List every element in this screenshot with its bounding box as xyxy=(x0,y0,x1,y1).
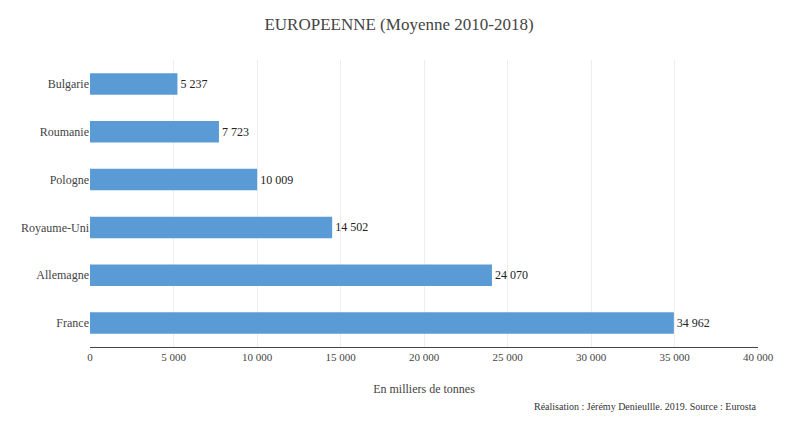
svg-text:Pologne: Pologne xyxy=(50,173,89,187)
svg-text:40 000: 40 000 xyxy=(743,351,774,363)
svg-text:14 502: 14 502 xyxy=(335,220,368,234)
svg-text:Allemagne: Allemagne xyxy=(36,268,89,282)
svg-text:24 070: 24 070 xyxy=(495,268,528,282)
svg-text:Réalisation : Jérémy Denieulll: Réalisation : Jérémy Denieullle. 2019. S… xyxy=(534,401,756,412)
svg-text:30 000: 30 000 xyxy=(576,351,607,363)
svg-text:Royaume-Uni: Royaume-Uni xyxy=(21,221,90,235)
svg-text:34 962: 34 962 xyxy=(677,316,710,330)
svg-text:Roumanie: Roumanie xyxy=(40,125,89,139)
svg-text:France: France xyxy=(56,316,89,330)
svg-text:25 000: 25 000 xyxy=(492,351,523,363)
svg-text:7 723: 7 723 xyxy=(222,125,249,139)
svg-text:0: 0 xyxy=(87,351,93,363)
svg-text:10 000: 10 000 xyxy=(242,351,273,363)
svg-text:10 009: 10 009 xyxy=(260,173,293,187)
svg-text:Bulgarie: Bulgarie xyxy=(48,77,89,91)
svg-text:20 000: 20 000 xyxy=(409,351,440,363)
svg-text:35 000: 35 000 xyxy=(659,351,690,363)
svg-text:5 000: 5 000 xyxy=(161,351,186,363)
svg-text:En milliers de tonnes: En milliers de tonnes xyxy=(373,382,475,396)
svg-text:5 237: 5 237 xyxy=(180,77,207,91)
svg-text:EUROPEENNE (Moyenne 2010-2018): EUROPEENNE (Moyenne 2010-2018) xyxy=(264,15,533,34)
svg-text:15 000: 15 000 xyxy=(325,351,356,363)
